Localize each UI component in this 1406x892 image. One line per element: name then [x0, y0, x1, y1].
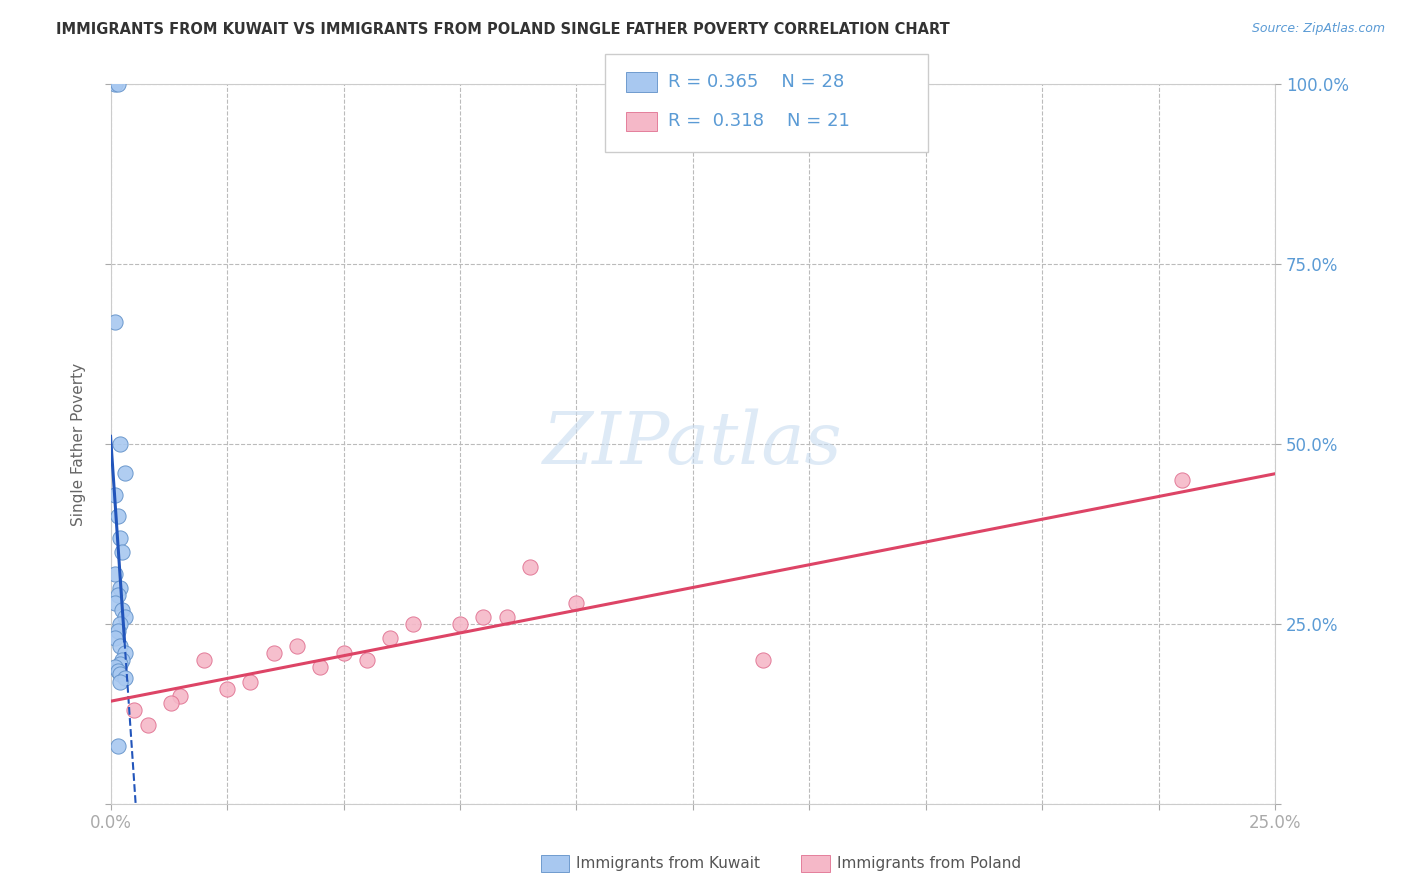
Point [111, 545, 134, 559]
Point [169, 689, 191, 703]
Text: ZIPatlas: ZIPatlas [543, 409, 842, 480]
Point [285, 639, 308, 653]
Point [108, 674, 131, 689]
Text: R =  0.318    N = 21: R = 0.318 N = 21 [668, 112, 849, 130]
Point [107, 588, 129, 602]
Point [114, 646, 136, 660]
Point [104, 632, 127, 646]
Point [472, 610, 495, 624]
Point [495, 610, 517, 624]
Point [122, 703, 145, 717]
Point [108, 617, 131, 632]
Point [332, 646, 354, 660]
Text: Immigrants from Poland: Immigrants from Poland [837, 856, 1021, 871]
Point [107, 624, 129, 639]
Point [378, 632, 401, 646]
Point [104, 78, 127, 92]
Y-axis label: Single Father Poverty: Single Father Poverty [72, 363, 86, 525]
Point [108, 437, 131, 451]
Text: R = 0.365    N = 28: R = 0.365 N = 28 [668, 73, 844, 91]
Point [111, 653, 134, 667]
Point [565, 595, 588, 609]
Point [215, 681, 238, 696]
Point [104, 487, 127, 501]
Point [402, 617, 425, 632]
Point [111, 603, 134, 617]
Text: IMMIGRANTS FROM KUWAIT VS IMMIGRANTS FROM POLAND SINGLE FATHER POVERTY CORRELATI: IMMIGRANTS FROM KUWAIT VS IMMIGRANTS FRO… [56, 22, 950, 37]
Point [114, 466, 136, 480]
Point [309, 660, 332, 674]
Point [108, 667, 131, 681]
Point [104, 315, 127, 329]
Point [239, 674, 262, 689]
Point [104, 595, 127, 609]
Point [104, 660, 127, 674]
Point [160, 696, 183, 710]
Point [108, 657, 131, 671]
Point [136, 718, 159, 732]
Point [114, 610, 136, 624]
Point [356, 653, 378, 667]
Point [107, 739, 129, 754]
Point [193, 653, 215, 667]
Text: Immigrants from Kuwait: Immigrants from Kuwait [576, 856, 761, 871]
Point [107, 509, 129, 524]
Text: Source: ZipAtlas.com: Source: ZipAtlas.com [1251, 22, 1385, 36]
Point [107, 78, 129, 92]
Point [104, 566, 127, 581]
Point [519, 559, 541, 574]
Point [449, 617, 471, 632]
Point [108, 531, 131, 545]
Point [108, 639, 131, 653]
Point [263, 646, 285, 660]
Point [107, 664, 129, 678]
Point [752, 653, 775, 667]
Point [1171, 473, 1194, 487]
Point [108, 581, 131, 595]
Point [114, 671, 136, 685]
